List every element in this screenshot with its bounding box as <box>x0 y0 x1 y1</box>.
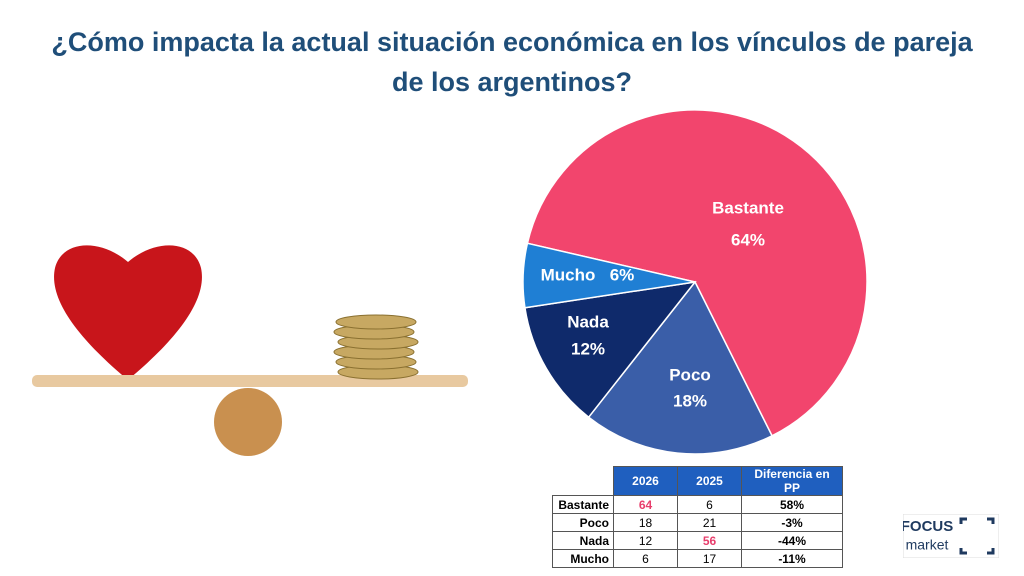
column-header: Diferencia en PP <box>741 466 843 496</box>
pie-slice <box>524 280 697 419</box>
column-header: 2025 <box>677 466 742 496</box>
slice-label: Nada <box>567 312 609 331</box>
slice-value-label: 6% <box>610 265 635 284</box>
cell: 58% <box>741 495 843 514</box>
row-label: Poco <box>552 513 614 532</box>
cell: 6 <box>677 495 742 514</box>
corner <box>552 466 614 496</box>
row-label: Bastante <box>552 495 614 514</box>
slice-label: Poco <box>669 365 711 384</box>
slice-value-label: 18% <box>673 391 707 410</box>
cell: 56 <box>677 531 742 550</box>
pie-slice <box>587 280 774 455</box>
cell: -44% <box>741 531 843 550</box>
title: ¿Cómo impacta la actual situación económ… <box>51 27 973 97</box>
cell: 21 <box>677 513 742 532</box>
column-header: 2026 <box>613 466 678 496</box>
comparison-table: 2026 2025 Diferencia en PP Bastante 64 6… <box>552 466 843 568</box>
cell: -11% <box>741 549 843 568</box>
pie-slice <box>522 242 696 309</box>
heart-scale-illustration <box>32 245 468 456</box>
cell: 12 <box>613 531 678 550</box>
cell: 64 <box>613 495 678 514</box>
slice-label: Mucho <box>541 265 596 284</box>
cell: 17 <box>677 549 742 568</box>
pie: Bastante 64% Poco 18% Nada 12% Mucho 6% <box>522 109 868 455</box>
row-label: Nada <box>552 531 614 550</box>
slice-value-label: 12% <box>571 339 605 358</box>
logo-sub: market <box>906 537 949 553</box>
logo-brand: FOCUS <box>903 518 953 535</box>
logo: FOCUS market <box>903 514 999 558</box>
cell: 18 <box>613 513 678 532</box>
pie-slice <box>526 109 868 437</box>
row-label: Mucho <box>552 549 614 568</box>
slice-value-label: 64% <box>731 230 765 249</box>
cell: -3% <box>741 513 843 532</box>
slice-label: Bastante <box>712 198 784 217</box>
cell: 6 <box>613 549 678 568</box>
